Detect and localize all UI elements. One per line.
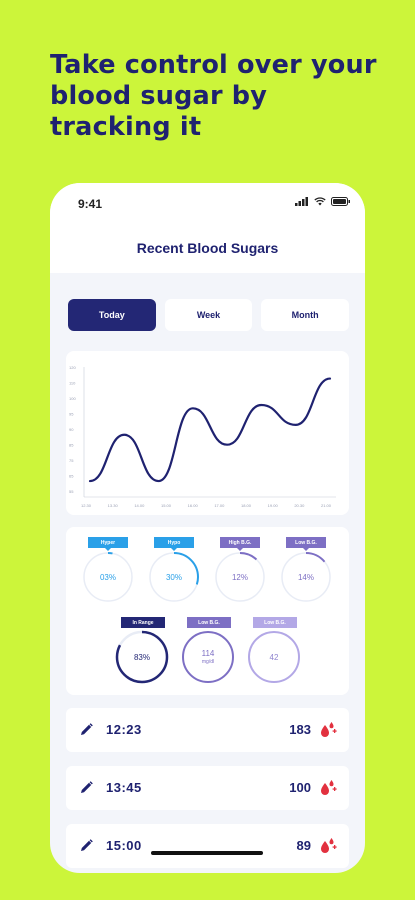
stat-value: 14% (297, 572, 314, 582)
stat-label: Low B.G. (187, 617, 231, 628)
reading-row[interactable]: 13:45 100 (66, 766, 349, 810)
home-indicator (151, 851, 263, 855)
stat-ring (83, 552, 133, 602)
y-tick-label: 65 (69, 474, 74, 479)
y-tick-label: 120 (69, 365, 76, 370)
blood-drop-icon (321, 838, 337, 853)
wifi-icon (314, 197, 326, 206)
y-tick-label: 55 (69, 489, 74, 494)
stat-ring (115, 630, 169, 684)
stat-value: 83% (133, 652, 150, 662)
battery-icon (331, 197, 350, 206)
tab-week[interactable]: Week (164, 299, 253, 331)
edit-pencil-icon[interactable] (80, 781, 93, 794)
signal-icon (295, 197, 308, 206)
stat-label: High B.G. (220, 537, 260, 551)
x-tick-label: 18.00 (241, 503, 252, 508)
x-tick-label: 19.00 (268, 503, 279, 508)
y-tick-label: 100 (69, 396, 76, 401)
reading-row[interactable]: 12:23 183 (66, 708, 349, 752)
x-tick-label: 21.00 (321, 503, 332, 508)
stat-ring (215, 552, 265, 602)
stat-ring (248, 631, 300, 683)
stat-ring (281, 552, 331, 602)
stat-ring-arc (83, 552, 133, 602)
x-tick-label: 20.30 (294, 503, 305, 508)
tab-month[interactable]: Month (261, 299, 350, 331)
status-time: 9:41 (78, 197, 103, 211)
series-line (88, 377, 332, 483)
stat-ring-arc (149, 552, 199, 602)
status-bar: 9:41 (50, 183, 365, 223)
reading-value: 100 (289, 780, 311, 795)
stat-value: 30% (165, 572, 182, 582)
reading-value: 183 (289, 722, 311, 737)
reading-time: 15:00 (106, 838, 142, 853)
stat-value: 114 mg/dl (201, 649, 215, 665)
stats-card: Hyper 03% Hypo 30% High B.G. 12% Low B (66, 527, 349, 695)
y-tick-label: 110 (69, 381, 76, 386)
x-tick-label: 12.30 (81, 503, 92, 508)
line-chart: 120 110 100 95 90 85 75 65 55 12.30 13.30 14.00 15.0… (69, 365, 336, 508)
reading-value: 89 (296, 838, 311, 853)
edit-pencil-icon[interactable] (80, 839, 93, 852)
y-tick-label: 75 (69, 458, 74, 463)
stat-ring (182, 631, 234, 683)
stat-ring-arc (115, 630, 169, 684)
blood-drop-icon (321, 780, 337, 795)
x-tick-label: 16.00 (188, 503, 199, 508)
stat-label: Hypo (154, 537, 194, 551)
reading-time: 12:23 (106, 722, 142, 737)
stat-label: Low B.G. (253, 617, 297, 628)
x-tick-label: 17.00 (214, 503, 225, 508)
blood-sugar-chart: 120 110 100 95 90 85 75 65 55 12.30 13.30 14.00 15.0… (66, 351, 349, 515)
stat-label: In Range (121, 617, 165, 628)
x-tick-label: 14.00 (134, 503, 145, 508)
y-tick-label: 90 (69, 427, 74, 432)
phone-mockup: 9:41 Recent Blood Sugars Today Week Mont… (50, 183, 365, 873)
stat-ring-arc (215, 552, 265, 602)
stat-label: Hyper (88, 537, 128, 551)
status-icons (295, 197, 351, 206)
stat-ring (149, 552, 199, 602)
headline: Take control over your blood sugar by tr… (50, 50, 377, 142)
stat-value: 42 (269, 652, 279, 662)
y-tick-label: 85 (69, 443, 74, 448)
period-tabs: Today Week Month (68, 299, 350, 331)
y-tick-label: 95 (69, 412, 74, 417)
reading-row[interactable]: 15:00 89 (66, 824, 349, 868)
stat-label: Low B.G. (286, 537, 326, 551)
stat-value: 03% (99, 572, 116, 582)
page-title: Recent Blood Sugars (136, 240, 279, 256)
edit-pencil-icon[interactable] (80, 723, 93, 736)
tab-today[interactable]: Today (68, 299, 156, 331)
blood-drop-icon (321, 722, 337, 737)
nav-bar: Recent Blood Sugars (50, 223, 365, 273)
x-tick-label: 13.30 (108, 503, 119, 508)
stat-unit: mg/dl (201, 659, 215, 665)
x-tick-label: 15.00 (161, 503, 172, 508)
reading-time: 13:45 (106, 780, 142, 795)
stat-value: 12% (231, 572, 248, 582)
stat-ring-arc (281, 552, 331, 602)
